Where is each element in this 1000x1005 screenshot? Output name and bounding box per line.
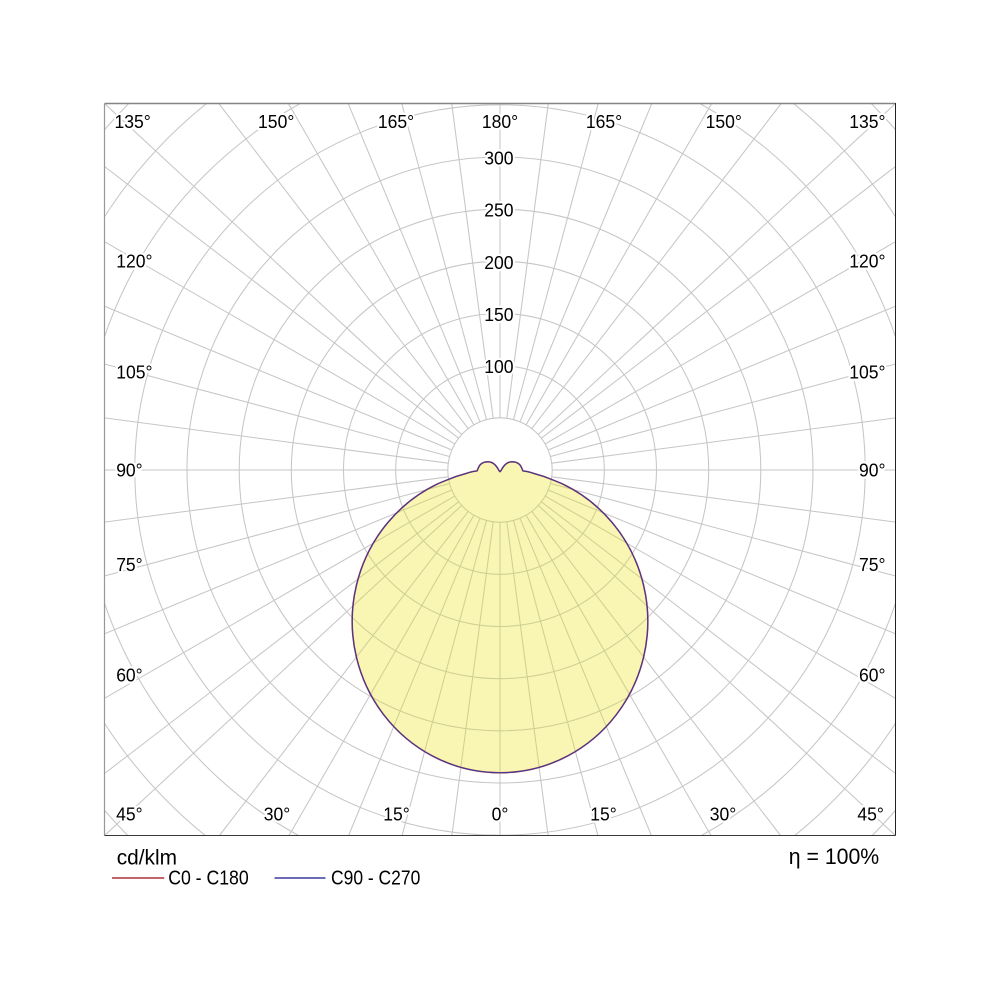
svg-text:75°: 75° [859, 555, 886, 576]
svg-text:165°: 165° [586, 112, 622, 133]
svg-text:300: 300 [484, 149, 513, 170]
svg-text:45°: 45° [116, 804, 143, 825]
svg-text:15°: 15° [590, 804, 617, 825]
svg-text:105°: 105° [116, 362, 152, 383]
svg-text:C90 - C270: C90 - C270 [331, 866, 420, 889]
svg-text:15°: 15° [383, 804, 410, 825]
svg-text:180°: 180° [482, 112, 518, 133]
svg-text:60°: 60° [859, 665, 886, 686]
svg-text:135°: 135° [114, 112, 150, 133]
svg-text:120°: 120° [849, 251, 885, 272]
svg-text:75°: 75° [116, 555, 143, 576]
svg-text:60°: 60° [116, 665, 143, 686]
svg-text:150°: 150° [706, 112, 742, 133]
svg-text:90°: 90° [859, 460, 886, 481]
svg-text:200: 200 [484, 253, 513, 274]
svg-text:250: 250 [484, 201, 513, 222]
svg-text:150: 150 [484, 305, 513, 326]
svg-text:120°: 120° [116, 251, 152, 272]
svg-text:0°: 0° [492, 804, 509, 825]
svg-text:C0 - C180: C0 - C180 [168, 866, 249, 889]
svg-text:η = 100%: η = 100% [789, 844, 879, 869]
svg-text:30°: 30° [710, 804, 737, 825]
svg-text:cd/klm: cd/klm [117, 845, 177, 869]
svg-text:100: 100 [484, 357, 513, 378]
svg-text:150°: 150° [258, 112, 294, 133]
svg-text:45°: 45° [857, 804, 884, 825]
svg-text:90°: 90° [116, 460, 143, 481]
svg-text:30°: 30° [264, 804, 291, 825]
svg-text:165°: 165° [378, 112, 414, 133]
svg-text:105°: 105° [849, 362, 885, 383]
svg-text:135°: 135° [849, 112, 885, 133]
